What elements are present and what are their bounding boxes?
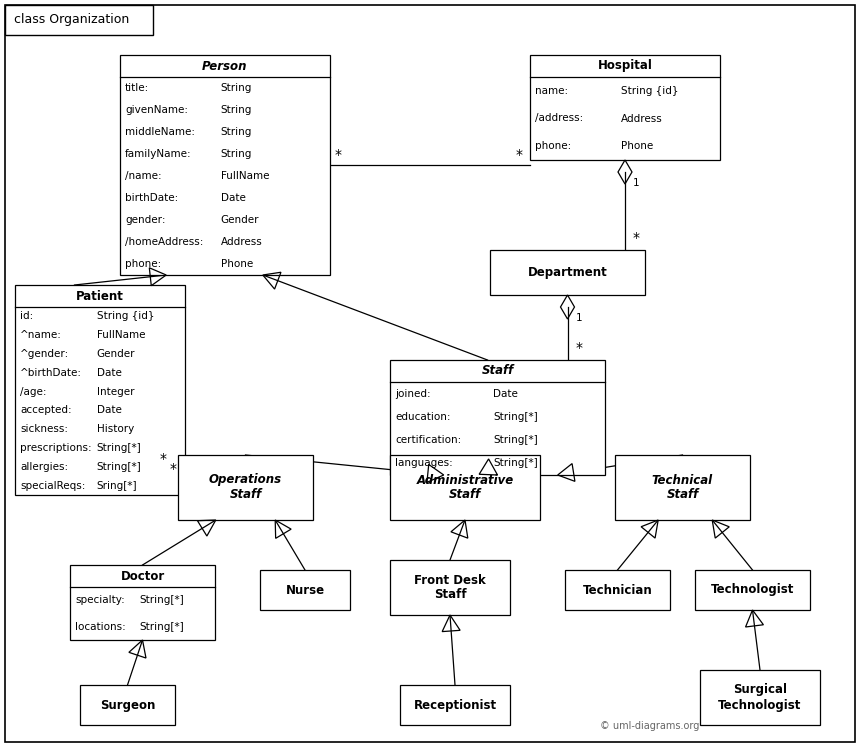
- Text: String: String: [221, 83, 252, 93]
- Bar: [120, 55, 330, 275]
- Text: Date: Date: [96, 368, 121, 378]
- Text: Hospital: Hospital: [598, 60, 653, 72]
- Text: Receptionist: Receptionist: [414, 698, 496, 711]
- Text: familyName:: familyName:: [125, 149, 192, 159]
- Bar: [530, 55, 720, 160]
- Text: Date: Date: [96, 406, 121, 415]
- Text: Gender: Gender: [221, 215, 260, 225]
- Text: String: String: [221, 149, 252, 159]
- Text: 1: 1: [633, 178, 640, 188]
- Text: Date: Date: [221, 193, 246, 203]
- Text: givenName:: givenName:: [125, 105, 188, 115]
- Text: String[*]: String[*]: [493, 459, 538, 468]
- Text: Technical
Staff: Technical Staff: [652, 474, 713, 501]
- Text: History: History: [96, 424, 134, 434]
- Text: Person: Person: [202, 60, 248, 72]
- Text: String {id}: String {id}: [96, 311, 154, 321]
- Text: *: *: [575, 341, 582, 355]
- Bar: [565, 570, 670, 610]
- Text: String[*]: String[*]: [139, 595, 184, 605]
- Text: String: String: [221, 127, 252, 137]
- Text: Gender: Gender: [96, 349, 135, 359]
- Text: id:: id:: [20, 311, 34, 321]
- Text: /address:: /address:: [535, 114, 583, 123]
- Text: prescriptions:: prescriptions:: [20, 443, 92, 453]
- Text: /name:: /name:: [125, 171, 162, 181]
- Text: middleName:: middleName:: [125, 127, 195, 137]
- Text: Phone: Phone: [221, 259, 253, 269]
- Text: ^gender:: ^gender:: [20, 349, 70, 359]
- Text: FullName: FullName: [96, 330, 145, 340]
- Text: sickness:: sickness:: [20, 424, 68, 434]
- Text: *: *: [170, 462, 177, 477]
- Text: class Organization: class Organization: [14, 13, 129, 26]
- Bar: [178, 455, 313, 520]
- Text: certification:: certification:: [395, 435, 461, 445]
- Bar: [70, 565, 215, 640]
- Text: Date: Date: [493, 388, 518, 399]
- Bar: [490, 250, 645, 295]
- Text: name:: name:: [535, 86, 568, 96]
- Text: birthDate:: birthDate:: [125, 193, 178, 203]
- Text: *: *: [160, 452, 167, 466]
- Text: Address: Address: [621, 114, 663, 123]
- Text: Surgical
Technologist: Surgical Technologist: [718, 684, 802, 711]
- Text: *: *: [335, 148, 342, 162]
- Text: 1: 1: [575, 313, 582, 323]
- Text: Front Desk
Staff: Front Desk Staff: [415, 574, 486, 601]
- Text: Phone: Phone: [621, 141, 654, 151]
- Text: /homeAddress:: /homeAddress:: [125, 237, 203, 247]
- Text: accepted:: accepted:: [20, 406, 71, 415]
- Text: String[*]: String[*]: [493, 435, 538, 445]
- Text: String[*]: String[*]: [96, 443, 141, 453]
- Bar: [260, 570, 350, 610]
- Text: Address: Address: [221, 237, 262, 247]
- Text: Integer: Integer: [96, 387, 134, 397]
- Text: Department: Department: [528, 266, 607, 279]
- Text: Surgeon: Surgeon: [100, 698, 155, 711]
- Text: Sring[*]: Sring[*]: [96, 480, 138, 491]
- Text: Operations
Staff: Operations Staff: [209, 474, 282, 501]
- Text: String[*]: String[*]: [139, 622, 184, 632]
- Text: languages:: languages:: [395, 459, 452, 468]
- Text: Nurse: Nurse: [286, 583, 324, 597]
- Bar: [390, 560, 510, 615]
- Text: © uml-diagrams.org: © uml-diagrams.org: [600, 721, 699, 731]
- Text: ^name:: ^name:: [20, 330, 62, 340]
- Text: Patient: Patient: [76, 290, 124, 303]
- Bar: [695, 570, 810, 610]
- Text: specialty:: specialty:: [75, 595, 125, 605]
- Bar: [5, 5, 153, 35]
- Bar: [80, 685, 175, 725]
- Bar: [390, 455, 540, 520]
- Text: Technician: Technician: [582, 583, 653, 597]
- Text: String: String: [221, 105, 252, 115]
- Text: phone:: phone:: [535, 141, 571, 151]
- Text: /age:: /age:: [20, 387, 46, 397]
- Text: String[*]: String[*]: [493, 412, 538, 422]
- Text: Administrative
Staff: Administrative Staff: [416, 474, 513, 501]
- Text: String {id}: String {id}: [621, 86, 679, 96]
- Text: title:: title:: [125, 83, 150, 93]
- Text: joined:: joined:: [395, 388, 431, 399]
- Bar: [15, 285, 185, 495]
- Text: specialReqs:: specialReqs:: [20, 480, 85, 491]
- Text: *: *: [633, 231, 640, 245]
- Bar: [615, 455, 750, 520]
- Text: String[*]: String[*]: [96, 462, 141, 472]
- Text: phone:: phone:: [125, 259, 162, 269]
- Bar: [700, 670, 820, 725]
- Text: gender:: gender:: [125, 215, 165, 225]
- Text: Technologist: Technologist: [711, 583, 794, 597]
- Bar: [390, 360, 605, 475]
- Text: allergies:: allergies:: [20, 462, 68, 472]
- Text: Doctor: Doctor: [120, 569, 164, 583]
- Text: FullName: FullName: [221, 171, 269, 181]
- Text: education:: education:: [395, 412, 451, 422]
- Text: Staff: Staff: [482, 365, 513, 377]
- Bar: [400, 685, 510, 725]
- Text: locations:: locations:: [75, 622, 126, 632]
- Text: *: *: [516, 148, 523, 162]
- Text: ^birthDate:: ^birthDate:: [20, 368, 82, 378]
